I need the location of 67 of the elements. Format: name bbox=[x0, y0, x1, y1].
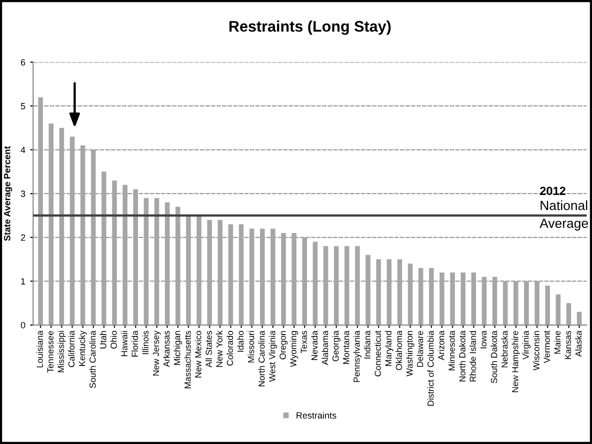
x-tick-label: Illinois bbox=[142, 330, 149, 354]
x-tick-label: Michigan bbox=[174, 331, 182, 365]
ref-line-label: 2012 National Average bbox=[540, 186, 588, 231]
x-tick-label: Nebraska bbox=[501, 330, 508, 368]
x-tick-label: Pennsylvania bbox=[353, 330, 362, 382]
x-tick-label: California bbox=[68, 330, 75, 368]
x-tick-label: Nevada bbox=[311, 330, 318, 360]
x-tick-label: Kansas bbox=[564, 330, 572, 360]
x-tick-label: Vermont bbox=[544, 330, 550, 364]
x-tick-label: Rhode Island bbox=[470, 331, 476, 382]
x-tick-label: Kentucky bbox=[78, 330, 87, 366]
bar bbox=[566, 303, 572, 326]
y-tick-label: 2 bbox=[20, 234, 26, 241]
x-tick-label: Maryland bbox=[385, 331, 394, 366]
x-tick-label: Connecticut bbox=[374, 330, 381, 376]
x-tick-label: Iowa bbox=[480, 330, 487, 348]
x-tick-label: Texas bbox=[300, 330, 307, 354]
x-tick-label: Mississippi bbox=[58, 331, 66, 372]
x-tick-label: Utah bbox=[100, 331, 106, 348]
x-tick-label: Idaho bbox=[237, 330, 244, 352]
x-tick-label: Missouri bbox=[248, 331, 254, 362]
x-tick-label: Maine bbox=[554, 330, 560, 354]
x-tick-label: Oklahoma bbox=[396, 330, 402, 370]
legend-label: Restraints bbox=[296, 412, 336, 419]
x-tick-label: Colorado bbox=[226, 330, 234, 366]
y-tick-label: 6 bbox=[20, 59, 26, 66]
x-tick-label: Wyoming bbox=[290, 331, 298, 367]
x-tick-label: Georgia bbox=[332, 330, 340, 362]
x-tick-label: Louisiana bbox=[36, 330, 43, 368]
x-tick-label: South Dakota bbox=[490, 330, 498, 384]
x-tick-label: Hawaii bbox=[120, 331, 128, 356]
x-tick-label: Oregon bbox=[280, 331, 288, 360]
y-tick-label: 1 bbox=[21, 278, 26, 284]
x-tick-label: Tennessee bbox=[47, 330, 54, 373]
x-tick-label: South Carolina bbox=[89, 330, 96, 388]
x-tick-label: New York bbox=[216, 330, 222, 367]
y-axis-title: State Average Percent bbox=[4, 146, 12, 241]
x-tick-label: North Dakota bbox=[459, 330, 466, 382]
x-tick-label: District of Columbia bbox=[427, 330, 434, 406]
y-tick-label: 4 bbox=[20, 146, 26, 154]
x-tick-label: Indiana bbox=[364, 330, 370, 358]
x-tick-label: Massachusetts bbox=[184, 330, 191, 388]
x-tick-label: All States bbox=[205, 330, 212, 368]
x-tick-label: New Mexico bbox=[194, 330, 202, 378]
bar bbox=[576, 312, 582, 326]
x-tick-label: West Virginia bbox=[268, 330, 278, 382]
y-tick-label: 5 bbox=[20, 103, 26, 110]
y-tick-label: 3 bbox=[20, 190, 26, 197]
x-tick-label: North Carolina bbox=[258, 330, 265, 386]
chart-title: Restraints (Long Stay) bbox=[229, 20, 391, 35]
x-tick-label: Minnesota bbox=[448, 330, 455, 370]
x-tick-label: New Jersey bbox=[152, 330, 161, 376]
x-tick-label: Wisconsin bbox=[532, 331, 540, 370]
x-tick-label: Delaware bbox=[416, 330, 424, 367]
x-tick-label: Virginia bbox=[522, 330, 531, 360]
x-tick-label: Montana bbox=[343, 330, 350, 364]
x-tick-label: New Hampshire bbox=[512, 330, 520, 392]
x-tick-label: Washington bbox=[406, 331, 414, 376]
bar bbox=[556, 294, 561, 326]
x-tick-label: Alabama bbox=[322, 330, 328, 366]
x-tick-label: Arkansas bbox=[163, 330, 170, 368]
x-tick-label: Ohio bbox=[110, 330, 117, 349]
bar bbox=[545, 286, 550, 326]
y-tick-label: 0 bbox=[20, 322, 26, 328]
x-tick-label: Florida bbox=[132, 330, 138, 357]
x-tick-label: Arizona bbox=[438, 330, 444, 360]
x-tick-label: Alaska bbox=[575, 330, 582, 357]
